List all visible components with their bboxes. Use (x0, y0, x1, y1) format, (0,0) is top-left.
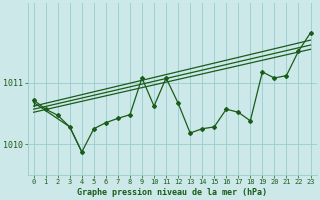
X-axis label: Graphe pression niveau de la mer (hPa): Graphe pression niveau de la mer (hPa) (77, 188, 267, 197)
